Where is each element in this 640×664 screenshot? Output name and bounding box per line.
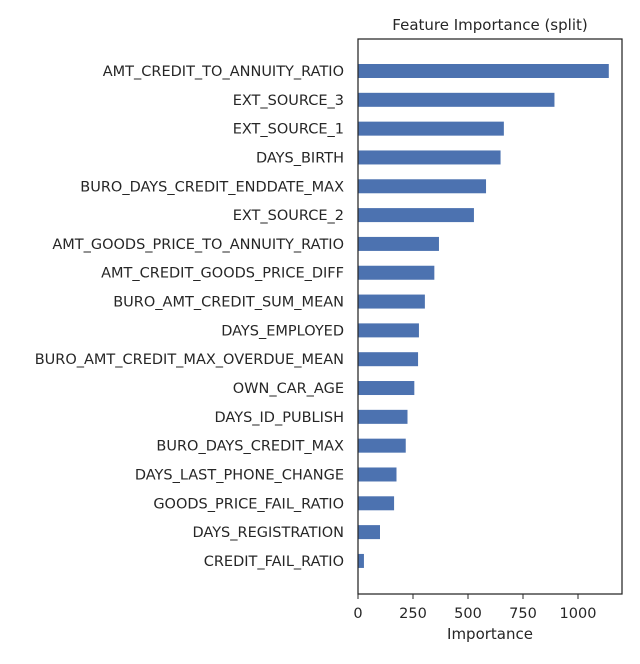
bar-ext-source-2 — [358, 208, 474, 223]
bar-days-id-publish — [358, 409, 408, 424]
bar-days-registration — [358, 525, 380, 540]
y-tick-label: DAYS_REGISTRATION — [193, 525, 345, 541]
x-tick-label: 750 — [509, 606, 537, 622]
y-tick-label: DAYS_BIRTH — [256, 150, 344, 166]
bar-days-employed — [358, 323, 419, 338]
y-tick-label: EXT_SOURCE_2 — [233, 208, 344, 224]
y-tick-label: CREDIT_FAIL_RATIO — [204, 554, 344, 570]
x-tick-label: 1000 — [560, 606, 597, 622]
y-tick-label: BURO_AMT_CREDIT_MAX_OVERDUE_MEAN — [35, 352, 344, 368]
bar-ext-source-3 — [358, 92, 555, 107]
bar-buro-amt-credit-max-overdue-mean — [358, 352, 419, 367]
bar-amt-credit-goods-price-diff — [358, 265, 435, 280]
bar-credit-fail-ratio — [358, 553, 364, 568]
y-tick-label: AMT_GOODS_PRICE_TO_ANNUITY_RATIO — [52, 237, 344, 253]
bar-own-car-age — [358, 381, 415, 396]
y-tick-label: OWN_CAR_AGE — [233, 381, 344, 397]
y-tick-label: AMT_CREDIT_GOODS_PRICE_DIFF — [101, 266, 344, 282]
y-tick-labels: AMT_CREDIT_TO_ANNUITY_RATIO EXT_SOURCE_3 E… — [35, 64, 344, 570]
bar-days-last-phone-change — [358, 467, 397, 482]
y-tick-label: BURO_DAYS_CREDIT_MAX — [156, 439, 344, 455]
bar-amt-credit-to-annuity-ratio — [358, 64, 609, 78]
plot-frame — [357, 38, 623, 595]
chart-title: Feature Importance (split) — [392, 16, 587, 34]
bars-layer — [358, 64, 609, 568]
x-axis-label: Importance — [447, 625, 533, 643]
x-tick-label: 0 — [353, 606, 362, 622]
y-tick-label: GOODS_PRICE_FAIL_RATIO — [153, 496, 344, 512]
y-tick-label: AMT_CREDIT_TO_ANNUITY_RATIO — [103, 64, 344, 80]
y-tick-label: DAYS_LAST_PHONE_CHANGE — [135, 467, 344, 483]
x-ticks: 0 250 500 750 1000 — [353, 594, 596, 622]
bar-goods-price-fail-ratio — [358, 496, 395, 511]
bar-ext-source-1 — [358, 121, 504, 136]
y-tick-label: DAYS_EMPLOYED — [221, 323, 344, 339]
y-tick-label: BURO_DAYS_CREDIT_ENDDATE_MAX — [80, 179, 344, 195]
bar-amt-goods-price-to-annuity-ratio — [358, 236, 439, 251]
bar-buro-amt-credit-sum-mean — [358, 294, 425, 309]
x-tick-label: 250 — [399, 606, 427, 622]
y-tick-label: EXT_SOURCE_1 — [233, 122, 344, 138]
y-tick-label: EXT_SOURCE_3 — [233, 93, 344, 109]
y-tick-label: DAYS_ID_PUBLISH — [215, 410, 344, 426]
bar-buro-days-credit-max — [358, 438, 406, 453]
bar-days-birth — [358, 150, 501, 165]
x-tick-label: 500 — [454, 606, 482, 622]
bar-buro-days-credit-enddate-max — [358, 179, 487, 194]
y-tick-label: BURO_AMT_CREDIT_SUM_MEAN — [113, 295, 344, 311]
